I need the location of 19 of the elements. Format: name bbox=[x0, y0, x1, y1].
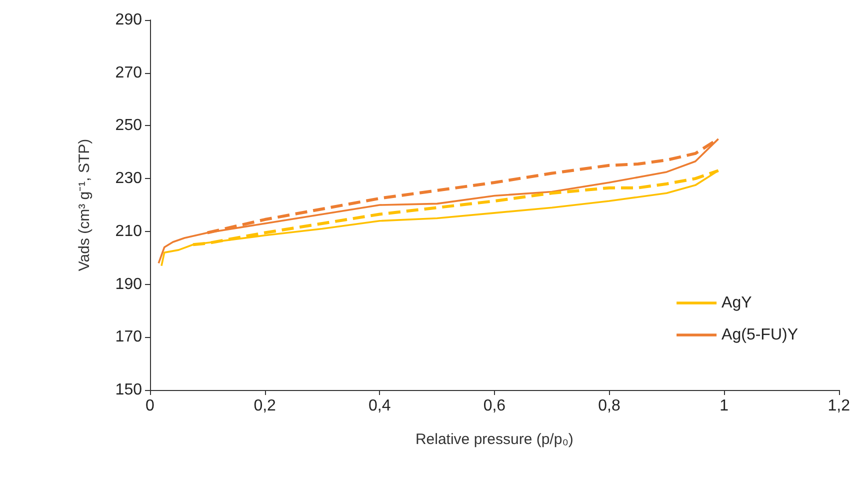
x-tick-label: 0,4 bbox=[368, 398, 391, 414]
y-tick-label: 270 bbox=[115, 64, 142, 82]
y-tick-label: 250 bbox=[115, 117, 142, 134]
y-axis-title: Vads (cm³ g⁻¹, STP) bbox=[76, 138, 93, 272]
y-tick-label: 170 bbox=[115, 328, 142, 346]
x-tick-label: 0,6 bbox=[483, 398, 506, 414]
x-tick-label: 0,2 bbox=[254, 398, 276, 414]
y-tick-label: 190 bbox=[115, 276, 142, 293]
x-tick-label: 0 bbox=[146, 398, 155, 414]
x-axis-title: Relative pressure (p/p₀) bbox=[415, 431, 574, 448]
x-tick-label: 1,2 bbox=[828, 398, 850, 414]
legend-label: AgY bbox=[722, 294, 752, 312]
y-tick-label: 290 bbox=[115, 12, 142, 28]
x-tick-label: 0,8 bbox=[598, 398, 620, 414]
y-tick-label: 150 bbox=[115, 382, 142, 398]
legend-label: Ag(5-FU)Y bbox=[722, 326, 798, 344]
y-tick-label: 210 bbox=[115, 222, 142, 240]
x-tick-label: 1 bbox=[720, 398, 729, 414]
y-tick-label: 230 bbox=[115, 170, 142, 188]
